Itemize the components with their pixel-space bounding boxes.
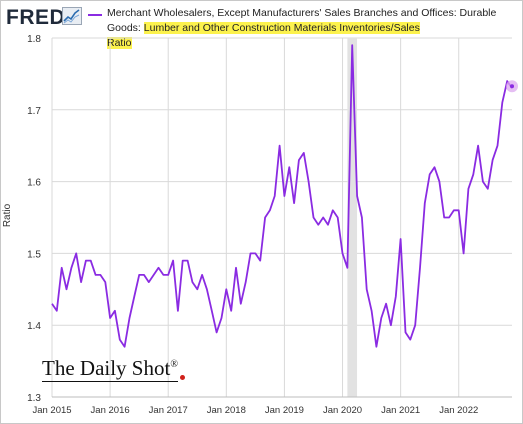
legend-swatch bbox=[88, 14, 102, 16]
x-tick-label: Jan 2018 bbox=[207, 405, 246, 416]
chart-title: Merchant Wholesalers, Except Manufacture… bbox=[107, 6, 507, 51]
watermark-dot bbox=[180, 375, 185, 380]
y-tick-label: 1.6 bbox=[27, 178, 41, 189]
x-tick-label: Jan 2020 bbox=[323, 405, 362, 416]
x-tick-label: Jan 2016 bbox=[91, 405, 130, 416]
x-tick-label: Jan 2021 bbox=[381, 405, 420, 416]
title-highlight-1: Lumber and Other Construction Materials … bbox=[143, 22, 420, 34]
series-line bbox=[51, 44, 513, 348]
watermark-registered: ® bbox=[170, 359, 178, 370]
title-highlight-2: Ratio bbox=[107, 37, 132, 49]
recession-band bbox=[347, 38, 358, 397]
x-tick-label: Jan 2017 bbox=[149, 405, 188, 416]
watermark-text: The Daily Shot bbox=[42, 356, 171, 380]
daily-shot-watermark: The Daily Shot® bbox=[42, 353, 178, 382]
last-point-marker bbox=[510, 84, 514, 89]
y-tick-label: 1.7 bbox=[27, 106, 41, 117]
x-tick-label: Jan 2019 bbox=[265, 405, 304, 416]
y-tick-label: 1.5 bbox=[27, 249, 41, 260]
title-plain: Merchant Wholesalers, Except Manufacture… bbox=[107, 7, 497, 34]
fred-logo[interactable]: FRED bbox=[6, 6, 66, 29]
y-tick-label: 1.3 bbox=[27, 393, 41, 404]
x-tick-label: Jan 2015 bbox=[32, 405, 71, 416]
x-tick-label: Jan 2022 bbox=[439, 405, 478, 416]
line-chart-icon bbox=[62, 7, 82, 25]
y-tick-label: 1.8 bbox=[27, 34, 41, 45]
y-tick-label: 1.4 bbox=[27, 321, 41, 332]
